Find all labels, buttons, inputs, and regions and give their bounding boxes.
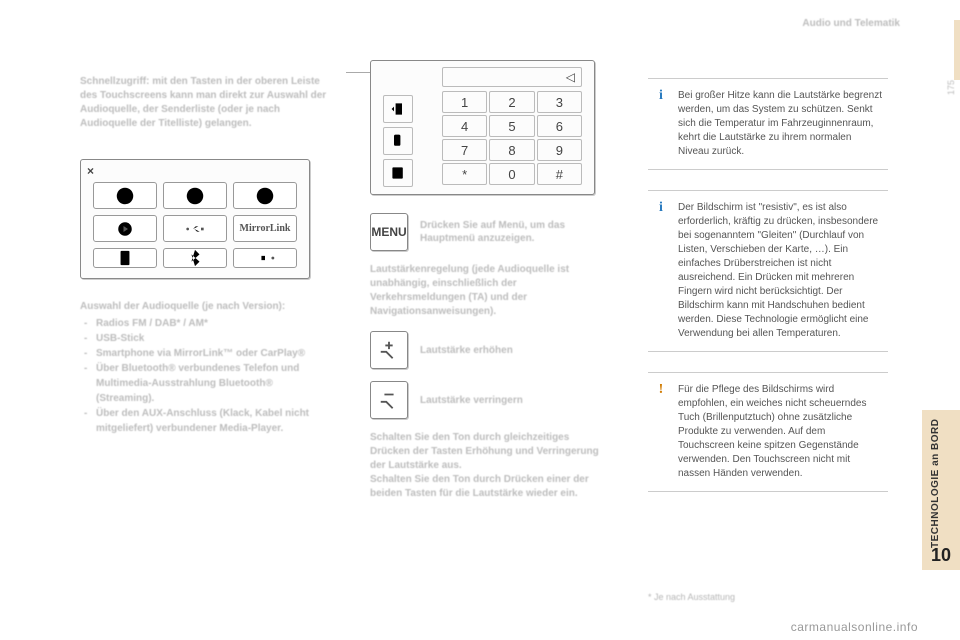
src-radio2-icon[interactable] bbox=[163, 182, 227, 209]
source-panel: × MirrorLink bbox=[80, 159, 310, 279]
list-item: USB-Stick bbox=[80, 331, 330, 346]
contacts-icon[interactable] bbox=[383, 159, 413, 187]
key-0[interactable]: 0 bbox=[489, 163, 534, 185]
info-icon: i bbox=[652, 199, 670, 217]
mute-para: Schalten Sie den Ton durch gleichzeitige… bbox=[370, 431, 610, 501]
menu-label: MENU bbox=[371, 225, 406, 239]
volume-up-label: Lautstärke erhöhen bbox=[420, 344, 513, 357]
note-body: Der Bildschirm ist "resistiv", es ist al… bbox=[678, 201, 884, 341]
close-icon[interactable]: × bbox=[87, 164, 94, 178]
volume-down-label: Lautstärke verringern bbox=[420, 394, 523, 407]
notes-column: i Bei großer Hitze kann die Lautstärke b… bbox=[648, 78, 888, 512]
key-star[interactable]: * bbox=[442, 163, 487, 185]
key-6[interactable]: 6 bbox=[537, 115, 582, 137]
list-item: Über den AUX-Anschluss (Klack, Kabel nic… bbox=[80, 406, 330, 436]
volume-down-row: Lautstärke verringern bbox=[370, 381, 610, 419]
volume-para: Lautstärkenregelung (jede Audioquelle is… bbox=[370, 263, 610, 319]
left-column: Schnellzugriff: mit den Tasten in der ob… bbox=[80, 75, 330, 436]
footnote: * Je nach Ausstattung bbox=[648, 592, 735, 602]
page: Audio und Telematik 175 TECHNOLOGIE an B… bbox=[0, 0, 960, 640]
src-aux-icon[interactable] bbox=[233, 248, 297, 268]
list-item: Radios FM / DAB* / AM* bbox=[80, 316, 330, 331]
backspace-icon[interactable]: ◁ bbox=[566, 70, 575, 84]
warning-note: ! Für die Pflege des Bildschirms wird em… bbox=[648, 372, 888, 492]
keypad-side bbox=[383, 95, 413, 187]
volume-up-row: Lautstärke erhöhen bbox=[370, 331, 610, 369]
note-body: Für die Pflege des Bildschirms wird empf… bbox=[678, 383, 884, 481]
call-icon[interactable] bbox=[383, 127, 413, 155]
key-7[interactable]: 7 bbox=[442, 139, 487, 161]
middle-column: ◁ 1 2 3 4 5 6 7 8 9 * 0 bbox=[370, 60, 610, 501]
key-8[interactable]: 8 bbox=[489, 139, 534, 161]
src-mirrorlink[interactable]: MirrorLink bbox=[233, 215, 297, 242]
edge-tab bbox=[954, 20, 960, 80]
list-item: Über Bluetooth® verbundenes Telefon und … bbox=[80, 361, 330, 406]
list-item: Smartphone via MirrorLink™ oder CarPlay® bbox=[80, 346, 330, 361]
key-9[interactable]: 9 bbox=[537, 139, 582, 161]
warning-icon: ! bbox=[652, 381, 670, 399]
site-watermark: carmanualsonline.info bbox=[791, 620, 918, 634]
key-2[interactable]: 2 bbox=[489, 91, 534, 113]
info-note-2: i Der Bildschirm ist "resistiv", es ist … bbox=[648, 190, 888, 352]
src-ipod-icon[interactable] bbox=[93, 248, 157, 268]
exit-icon[interactable] bbox=[383, 95, 413, 123]
src-usb-icon[interactable] bbox=[163, 215, 227, 242]
menu-row: MENU Drücken Sie auf Menü, um das Hauptm… bbox=[370, 213, 610, 251]
sources-heading: Auswahl der Audioquelle (je nach Version… bbox=[80, 301, 330, 312]
src-bluetooth-icon[interactable] bbox=[163, 248, 227, 268]
page-number: 175 bbox=[946, 80, 956, 95]
volume-down-button[interactable] bbox=[370, 381, 408, 419]
src-play-icon[interactable] bbox=[93, 215, 157, 242]
intro-text: Schnellzugriff: mit den Tasten in der ob… bbox=[80, 75, 330, 131]
key-4[interactable]: 4 bbox=[442, 115, 487, 137]
page-header: Audio und Telematik bbox=[802, 18, 900, 29]
keypad-grid: 1 2 3 4 5 6 7 8 9 * 0 # bbox=[442, 91, 582, 185]
info-note-1: i Bei großer Hitze kann die Lautstärke b… bbox=[648, 78, 888, 170]
key-3[interactable]: 3 bbox=[537, 91, 582, 113]
leader-line bbox=[346, 72, 370, 73]
volume-up-button[interactable] bbox=[370, 331, 408, 369]
key-5[interactable]: 5 bbox=[489, 115, 534, 137]
menu-button[interactable]: MENU bbox=[370, 213, 408, 251]
chapter-number: 10 bbox=[922, 545, 960, 566]
key-1[interactable]: 1 bbox=[442, 91, 487, 113]
key-hash[interactable]: # bbox=[537, 163, 582, 185]
menu-description: Drücken Sie auf Menü, um das Hauptmenü a… bbox=[420, 219, 610, 245]
chapter-strip: TECHNOLOGIE an BORD 10 bbox=[922, 410, 960, 570]
info-icon: i bbox=[652, 87, 670, 105]
chapter-label: TECHNOLOGIE an BORD bbox=[930, 418, 941, 548]
src-radio3-icon[interactable] bbox=[233, 182, 297, 209]
src-radio-icon[interactable] bbox=[93, 182, 157, 209]
sources-list: Radios FM / DAB* / AM* USB-Stick Smartph… bbox=[80, 316, 330, 436]
keypad-panel: ◁ 1 2 3 4 5 6 7 8 9 * 0 bbox=[370, 60, 595, 195]
note-body: Bei großer Hitze kann die Lautstärke beg… bbox=[678, 89, 884, 159]
keypad-display: ◁ bbox=[442, 67, 582, 87]
source-grid: MirrorLink bbox=[93, 182, 297, 268]
